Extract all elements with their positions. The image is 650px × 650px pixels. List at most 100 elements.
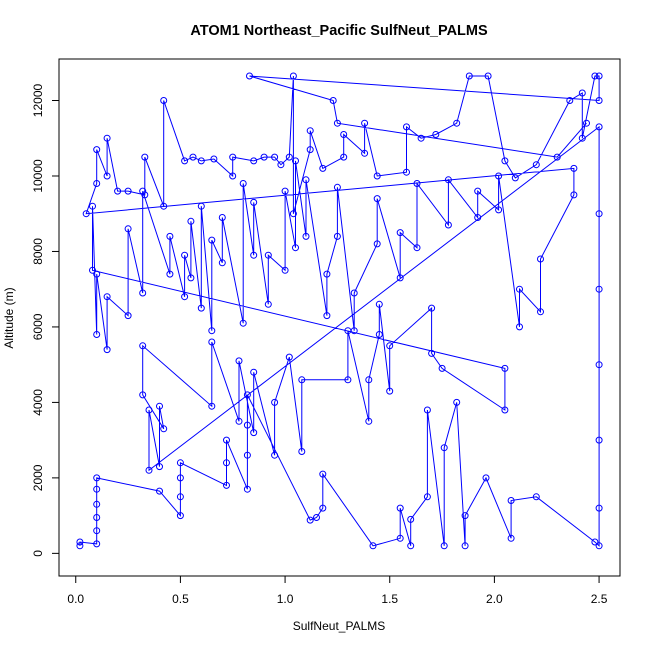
data-point xyxy=(218,259,226,267)
data-point xyxy=(197,157,205,165)
data-point xyxy=(537,308,544,316)
data-point xyxy=(208,338,216,346)
data-point xyxy=(141,153,149,161)
data-point xyxy=(298,376,306,384)
data-point xyxy=(103,346,111,354)
data-point xyxy=(474,214,482,221)
y-axis: 0 2000 4000 6000 8000 10000 12000 xyxy=(31,84,60,557)
data-point xyxy=(333,183,341,191)
data-point xyxy=(484,72,492,80)
data-point xyxy=(103,172,111,180)
data-point xyxy=(340,153,348,161)
data-point xyxy=(428,304,436,312)
data-point xyxy=(76,542,84,550)
data-point xyxy=(350,289,358,297)
data-point xyxy=(583,119,590,127)
data-point xyxy=(189,153,197,161)
data-point xyxy=(260,153,268,161)
data-point xyxy=(223,436,230,444)
data-point xyxy=(319,470,327,478)
data-point xyxy=(156,463,163,471)
data-point xyxy=(124,187,132,195)
data-point xyxy=(407,542,415,550)
data-point xyxy=(595,285,603,293)
y-tick-label: 4000 xyxy=(31,389,45,416)
y-tick-label: 12000 xyxy=(31,84,45,118)
data-point xyxy=(181,293,189,301)
data-point xyxy=(223,481,230,489)
data-point xyxy=(93,500,101,508)
data-point xyxy=(298,448,306,455)
data-point xyxy=(340,131,348,138)
data-point xyxy=(396,229,404,237)
data-point xyxy=(292,244,299,252)
data-point xyxy=(160,425,168,433)
data-point xyxy=(218,214,226,221)
data-point xyxy=(139,187,147,195)
plot-area xyxy=(76,72,603,550)
x-tick-label: 0.0 xyxy=(67,592,84,606)
data-point xyxy=(93,514,101,521)
data-point xyxy=(76,538,84,546)
data-point xyxy=(595,123,603,131)
data-point xyxy=(93,331,101,338)
data-point xyxy=(229,153,237,161)
data-point xyxy=(239,180,247,187)
data-point xyxy=(93,485,101,493)
data-point xyxy=(176,459,184,467)
data-point xyxy=(176,512,184,520)
data-point xyxy=(444,176,452,184)
data-point xyxy=(285,153,293,161)
data-point xyxy=(537,255,544,263)
data-point xyxy=(292,157,299,165)
data-point xyxy=(89,202,96,210)
data-point xyxy=(176,474,184,482)
data-point xyxy=(166,270,174,278)
data-point xyxy=(344,376,352,384)
data-point xyxy=(595,436,603,444)
data-point xyxy=(281,187,289,195)
x-tick-label: 0.5 xyxy=(172,592,189,606)
data-point xyxy=(289,72,297,80)
data-point xyxy=(361,119,369,127)
data-point xyxy=(313,514,320,521)
data-point xyxy=(197,202,205,210)
data-point xyxy=(166,232,174,240)
data-point xyxy=(197,304,205,312)
data-point xyxy=(501,364,509,372)
data-point xyxy=(386,387,394,395)
data-point xyxy=(570,164,578,172)
chart-title: ATOM1 Northeast_Pacific SulfNeut_PALMS xyxy=(190,23,488,39)
data-point xyxy=(246,72,253,80)
data-point xyxy=(365,417,373,425)
data-point xyxy=(156,487,163,495)
data-point xyxy=(516,285,523,293)
data-point xyxy=(289,210,297,218)
y-axis-title: Altitude (m) xyxy=(2,287,16,348)
x-tick-label: 2.0 xyxy=(486,592,503,606)
data-point xyxy=(264,300,272,308)
data-point xyxy=(139,289,147,297)
data-point xyxy=(250,429,258,437)
data-point xyxy=(417,134,425,142)
data-point xyxy=(302,176,310,184)
data-point xyxy=(285,353,293,361)
data-point xyxy=(181,157,189,165)
data-point xyxy=(281,266,289,274)
data-point xyxy=(453,119,461,127)
data-point xyxy=(495,206,503,214)
data-point xyxy=(413,244,421,252)
data-point xyxy=(93,270,101,278)
data-point xyxy=(501,157,509,165)
data-point xyxy=(243,421,251,429)
data-point xyxy=(591,72,599,80)
data-point xyxy=(264,251,272,259)
data-point xyxy=(306,127,314,135)
data-point xyxy=(250,251,258,259)
data-point xyxy=(93,474,101,482)
data-point xyxy=(145,406,153,414)
data-point xyxy=(428,349,436,357)
data-point xyxy=(516,323,523,331)
data-point xyxy=(277,161,285,169)
